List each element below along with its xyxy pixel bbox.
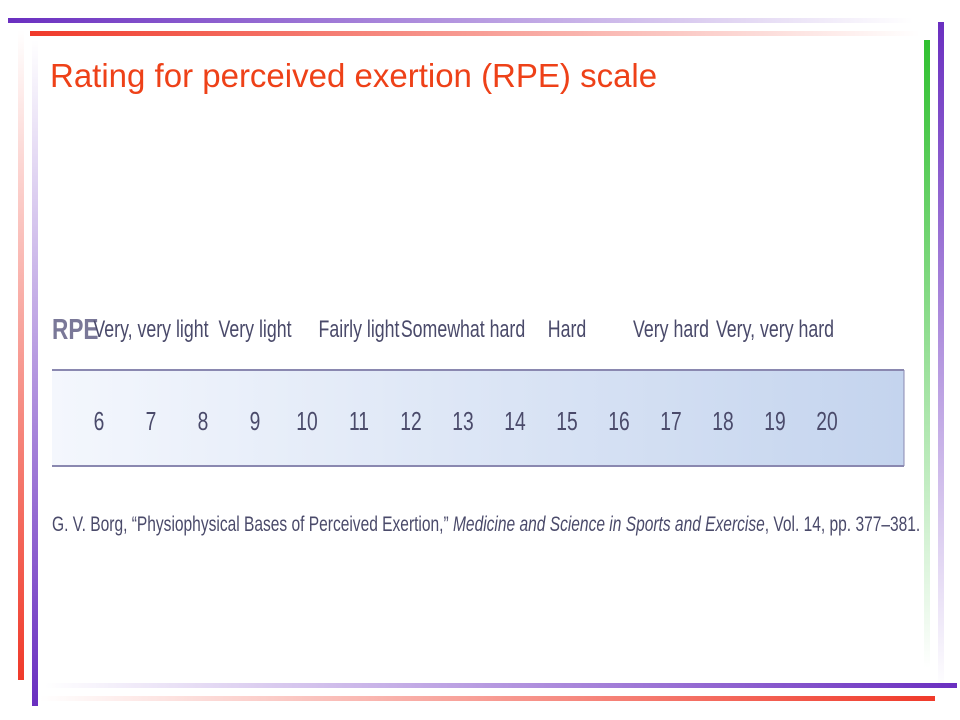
scale-number: 17 — [660, 406, 681, 436]
scale-box — [52, 370, 904, 466]
slide-title: Rating for perceived exertion (RPE) scal… — [50, 57, 657, 94]
scale-number: 14 — [504, 406, 526, 436]
scale-label: Very, very hard — [716, 317, 834, 343]
scale-label: Very light — [218, 317, 291, 343]
scale-number: 15 — [556, 406, 577, 436]
citation: G. V. Borg, “Physiophysical Bases of Per… — [52, 512, 920, 536]
scale-number: 10 — [296, 406, 317, 436]
scale-number: 7 — [146, 406, 157, 436]
scale-number: 18 — [712, 406, 733, 436]
scale-label: Fairly light — [319, 317, 400, 343]
scale-number: 19 — [764, 406, 785, 436]
scale-number: 8 — [198, 406, 209, 436]
scale-number: 16 — [608, 406, 629, 436]
scale-label: Somewhat hard — [401, 317, 525, 343]
scale-label: Hard — [548, 317, 586, 343]
scale-number: 13 — [452, 406, 473, 436]
scale: 6 7 8 9 10 11 12 13 14 15 16 17 18 19 20 Very, very lig… — [93, 317, 837, 436]
scale-heading: RPE — [52, 312, 99, 345]
citation-authors: G. V. Borg, “Physiophysical Bases of Per… — [52, 512, 453, 536]
scale-label: Very hard — [633, 317, 709, 343]
scale-number: 12 — [400, 406, 421, 436]
scale-number: 20 — [816, 406, 837, 436]
scale-number: 11 — [349, 406, 369, 436]
citation-details: , Vol. 14, pp. 377–381. — [765, 512, 920, 536]
citation-journal: Medicine and Science in Sports and Exerc… — [453, 512, 765, 536]
scale-number: 9 — [250, 406, 261, 436]
scale-number: 6 — [94, 406, 105, 436]
scale-label: Very, very light — [93, 317, 208, 343]
slide-frame — [8, 18, 957, 706]
